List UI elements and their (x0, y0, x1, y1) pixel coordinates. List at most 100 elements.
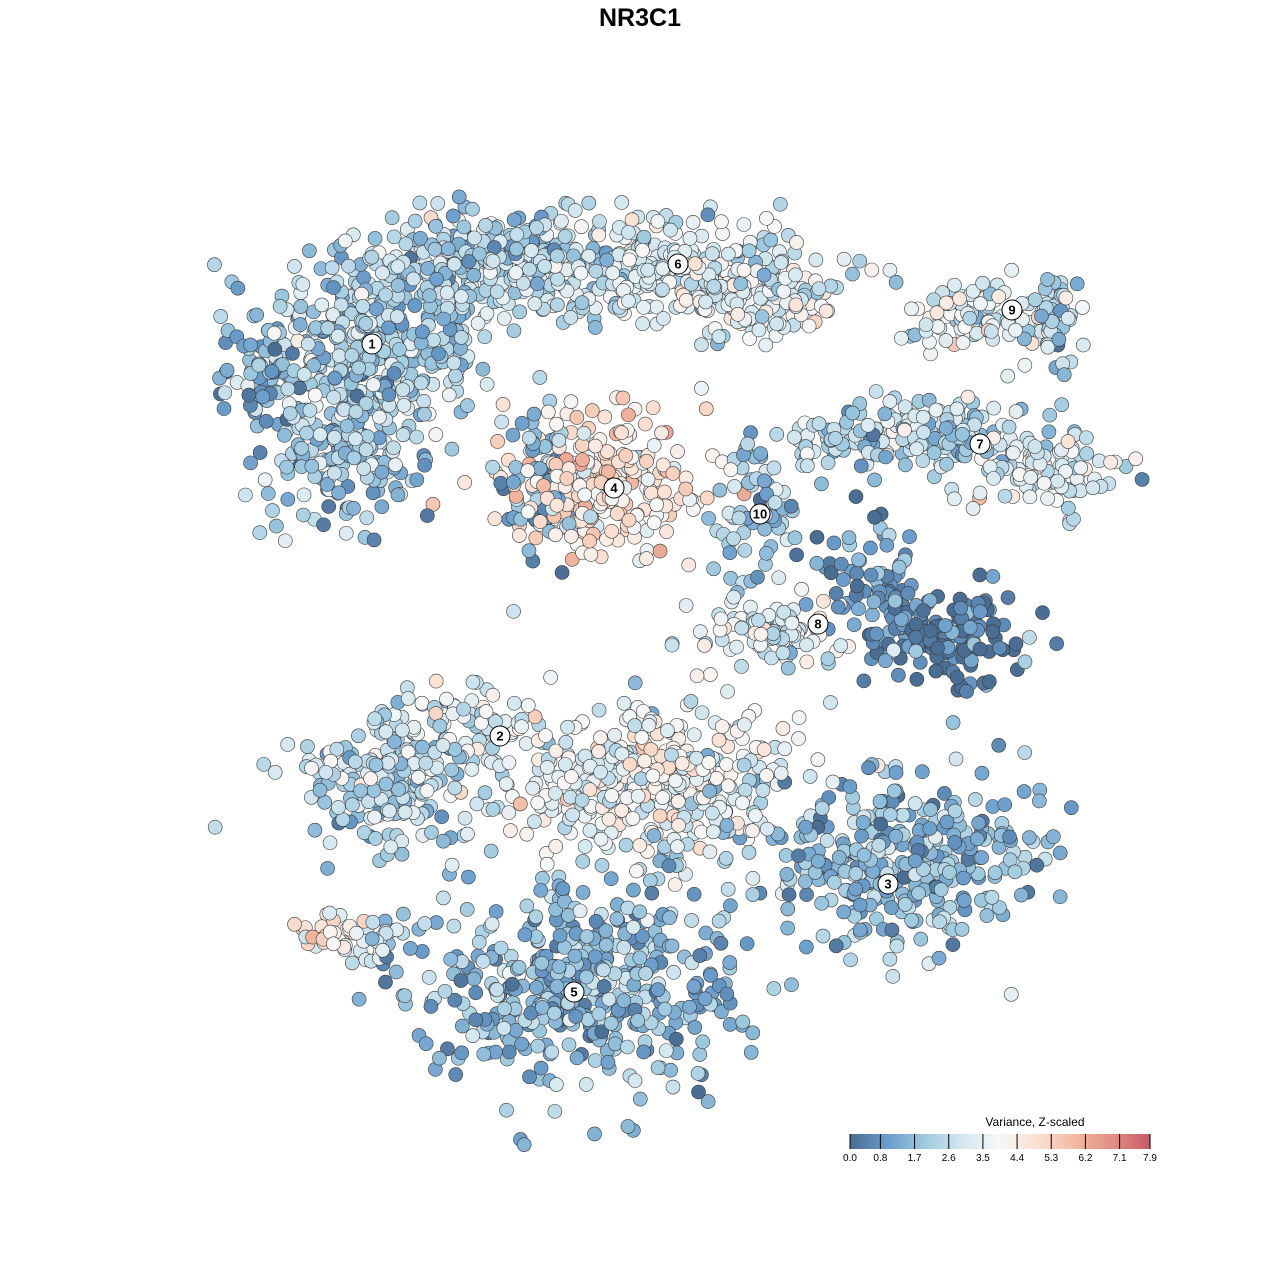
data-point (667, 877, 683, 892)
data-point (599, 444, 615, 459)
data-point (618, 837, 634, 853)
data-point (915, 453, 931, 468)
data-point (527, 296, 543, 311)
data-point (384, 210, 400, 226)
data-point (495, 397, 511, 412)
data-point (713, 611, 729, 627)
data-point (453, 973, 469, 988)
data-point (594, 858, 610, 873)
data-point (530, 1038, 546, 1054)
data-point (296, 487, 312, 503)
data-point (489, 284, 505, 300)
data-point (814, 800, 830, 816)
data-point (947, 835, 963, 850)
data-point (828, 938, 844, 954)
data-point (953, 600, 968, 616)
data-point (682, 999, 697, 1015)
data-point (908, 617, 924, 632)
data-point (514, 416, 530, 431)
data-point (645, 400, 661, 416)
data-point (882, 262, 898, 278)
data-point (730, 307, 746, 322)
data-point (471, 934, 487, 950)
data-point (400, 691, 416, 706)
data-point (331, 800, 346, 815)
data-point (886, 783, 902, 799)
data-point (909, 672, 925, 687)
cluster-label-text: 3 (884, 877, 891, 892)
data-point (470, 316, 486, 331)
data-point (1014, 887, 1029, 903)
data-point (726, 589, 742, 605)
data-point (727, 479, 742, 494)
data-point (888, 275, 904, 290)
data-point (985, 624, 1001, 640)
data-point (1027, 292, 1043, 307)
data-point (477, 329, 493, 345)
data-point (638, 416, 653, 432)
data-point (923, 623, 938, 639)
data-point (447, 780, 463, 796)
data-point (636, 229, 652, 245)
data-point (908, 629, 924, 645)
data-point (681, 557, 697, 573)
data-point (603, 871, 619, 887)
data-point (436, 311, 451, 327)
data-point (444, 857, 460, 873)
data-point (339, 418, 355, 434)
data-point (743, 1045, 759, 1060)
data-point (454, 289, 469, 304)
data-point (842, 779, 858, 794)
data-point (972, 641, 988, 657)
data-point (1058, 290, 1074, 306)
data-point (351, 360, 366, 376)
data-point (582, 533, 597, 549)
data-point (759, 211, 774, 226)
data-point (699, 490, 715, 506)
data-point (640, 262, 656, 278)
data-point (849, 565, 865, 581)
data-point (407, 298, 423, 313)
data-point (519, 898, 535, 914)
data-point (798, 819, 814, 835)
data-point (574, 219, 589, 234)
data-point (823, 565, 839, 581)
data-point (333, 297, 349, 313)
data-point (444, 762, 459, 778)
data-point (755, 782, 771, 798)
data-point (781, 887, 797, 902)
data-point (851, 601, 866, 616)
data-point (863, 540, 878, 556)
data-point (867, 472, 882, 488)
data-point (302, 243, 317, 259)
data-point (1056, 367, 1072, 382)
data-point (413, 230, 428, 246)
data-point (541, 404, 556, 420)
data-point (465, 201, 480, 217)
data-point (959, 684, 974, 699)
legend-tick-label: 1.7 (907, 1153, 922, 1164)
data-point (587, 320, 603, 335)
data-point (828, 431, 843, 446)
data-point (625, 920, 641, 935)
data-point (241, 387, 257, 403)
data-point (773, 765, 789, 781)
data-point (811, 281, 827, 296)
data-point (614, 425, 629, 441)
data-point (561, 1037, 577, 1053)
data-point (926, 445, 942, 461)
data-point (579, 1077, 594, 1092)
data-point (636, 1044, 651, 1060)
data-point (561, 516, 577, 532)
data-point (337, 233, 353, 249)
data-point (624, 212, 640, 227)
data-point (587, 1126, 602, 1142)
data-point (506, 323, 522, 339)
data-point (697, 638, 712, 653)
data-point (627, 675, 643, 691)
data-point (266, 325, 282, 341)
data-point (219, 363, 235, 378)
data-point (1017, 745, 1033, 760)
chart-title: NR3C1 (599, 4, 681, 32)
data-point (891, 559, 907, 575)
